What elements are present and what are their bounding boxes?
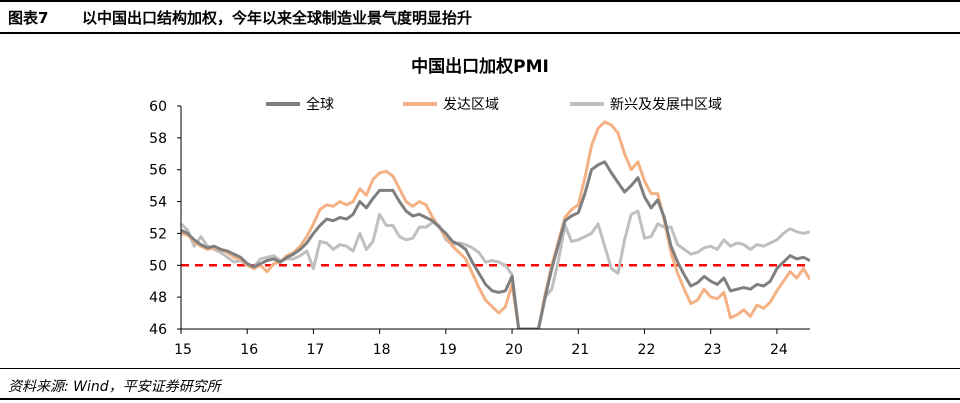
x-tick-label: 24: [770, 342, 788, 358]
bottom-border: [0, 398, 960, 400]
x-tick-label: 21: [571, 342, 589, 358]
source-note: 资料来源: Wind，平安证券研究所: [8, 379, 221, 395]
legend-label-2: 新兴及发展中区域: [610, 97, 722, 113]
y-tick-label: 56: [149, 163, 167, 179]
footer-divider: [0, 368, 960, 369]
x-tick-label: 16: [240, 342, 258, 358]
x-tick-label: 17: [307, 342, 325, 358]
legend-label-1: 发达区域: [443, 97, 499, 113]
y-tick-label: 54: [149, 195, 167, 211]
x-tick-label: 23: [704, 342, 722, 358]
chart-title: 中国出口加权PMI: [411, 57, 549, 77]
x-tick-label: 19: [439, 342, 457, 358]
pmi-line-chart: 全球 发达区域 新兴及发展中区域 46 48 50 52 54 56 58 60 15 16 17 18 1…: [149, 96, 810, 358]
figure-title: 以中国出口结构加权，今年以来全球制造业景气度明显抬升: [82, 8, 473, 27]
series-line-1: [181, 120, 810, 329]
figure-header: 图表7 以中国出口结构加权，今年以来全球制造业景气度明显抬升: [0, 0, 960, 34]
series-line-0: [181, 160, 810, 329]
x-tick-label: 22: [638, 342, 656, 358]
y-tick-label: 58: [149, 131, 167, 147]
y-tick-label: 50: [149, 258, 167, 274]
y-tick-label: 52: [149, 226, 167, 242]
legend-label-0: 全球: [306, 96, 334, 113]
y-tick-label: 48: [149, 290, 167, 306]
x-tick-label: 18: [373, 342, 391, 358]
y-tick-label: 46: [149, 322, 167, 338]
figure-label: 图表7: [8, 8, 49, 27]
x-tick-label: 15: [174, 342, 192, 358]
x-tick-label: 20: [505, 342, 523, 358]
y-tick-label: 60: [149, 99, 167, 115]
